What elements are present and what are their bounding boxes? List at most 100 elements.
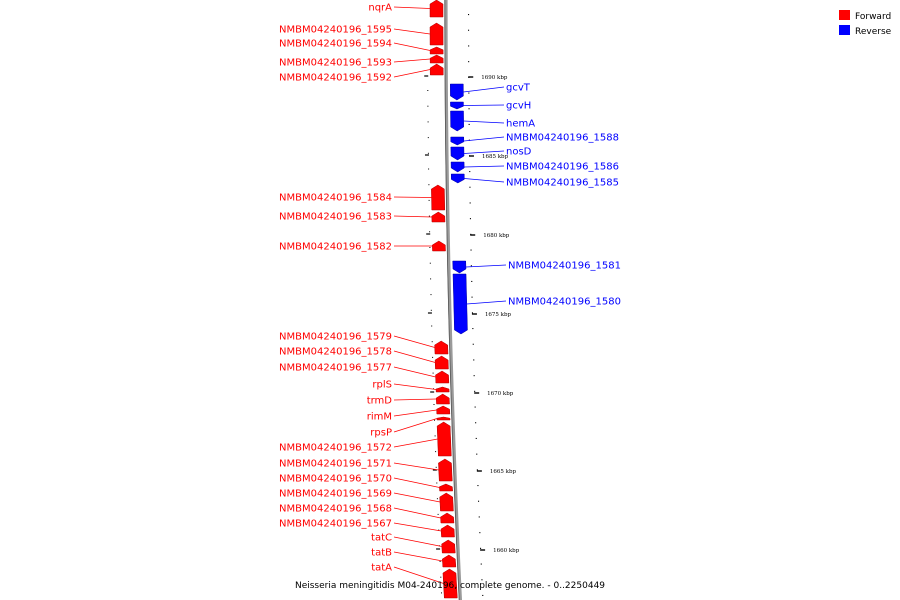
scale-dot <box>468 108 470 110</box>
scale-dot <box>434 435 436 437</box>
scale-dot <box>469 202 471 204</box>
scale-dot <box>476 453 478 455</box>
scale-dot <box>472 343 474 345</box>
legend-reverse-swatch <box>839 25 850 35</box>
legend-forward-label: Forward <box>855 12 891 22</box>
reverse-gene-label: NMBM04240196_1588 <box>506 133 619 144</box>
scale-dot <box>471 280 473 282</box>
map-caption: Neisseria meningitidis M04-240196, compl… <box>295 581 605 591</box>
forward-gene-label: NMBM04240196_1572 <box>279 443 392 454</box>
reverse-gene-block <box>450 136 465 146</box>
reverse-gene-label: NMBM04240196_1581 <box>508 261 621 272</box>
legend: Forward Reverse <box>839 10 892 37</box>
scale-dot <box>471 312 473 314</box>
forward-leader-line <box>393 42 431 51</box>
reverse-gene-label: nosD <box>506 147 532 158</box>
forward-gene-label: nqrA <box>368 3 392 14</box>
forward-gene-block <box>440 524 455 538</box>
forward-gene-label: tatC <box>371 533 392 544</box>
scale-dot <box>481 579 483 581</box>
scale-dot <box>471 296 473 298</box>
reverse-leader-line <box>463 120 505 124</box>
scale-dot <box>429 262 431 264</box>
forward-leader-line <box>393 58 431 63</box>
scale-dot <box>430 278 432 280</box>
forward-gene-block <box>435 386 450 393</box>
forward-leader-line <box>393 551 443 562</box>
scale-dot <box>434 419 435 421</box>
scale-dot <box>430 309 432 311</box>
scale-dot <box>436 498 438 500</box>
scale-dot <box>468 14 470 16</box>
forward-leader-line <box>393 383 437 390</box>
scale-dot <box>441 592 442 594</box>
reverse-gene-label: NMBM04240196_1585 <box>506 178 619 189</box>
genome-backbone <box>444 0 463 600</box>
scale-dot <box>437 513 439 515</box>
scale-dot <box>478 516 480 518</box>
scale-dot <box>468 45 470 47</box>
forward-gene-block <box>441 539 456 554</box>
scale-dot <box>468 61 470 63</box>
scale-dot <box>428 215 430 217</box>
forward-gene-label: NMBM04240196_1569 <box>279 489 392 500</box>
forward-gene-label: NMBM04240196_1584 <box>279 193 392 204</box>
scale-dot <box>474 406 476 408</box>
scale-dot <box>475 422 477 424</box>
forward-gene-block <box>429 54 444 64</box>
forward-gene-label: tatB <box>371 548 392 559</box>
tick-label: 1690 kbp <box>481 75 508 81</box>
tick-label: 1660 kbp <box>493 548 520 554</box>
forward-gene-block <box>436 405 451 415</box>
forward-gene-block <box>436 421 452 457</box>
forward-gene-label: tatA <box>371 563 392 574</box>
scale-dot <box>476 469 478 471</box>
scale-dot <box>436 482 438 484</box>
forward-leader-line <box>393 350 436 363</box>
scale-dot <box>440 576 442 578</box>
scale-dot <box>435 466 437 468</box>
forward-gene-label: NMBM04240196_1592 <box>279 73 392 84</box>
scale-dot <box>431 341 433 343</box>
forward-gene-block <box>429 22 444 46</box>
reverse-gene-label: hemA <box>506 119 535 130</box>
forward-leader-line <box>393 335 435 348</box>
scale-dot <box>473 375 475 377</box>
reverse-leader-line <box>463 136 505 142</box>
forward-gene-label: NMBM04240196_1570 <box>279 474 392 485</box>
forward-leader-line <box>393 536 443 547</box>
scale-dot <box>469 218 471 220</box>
reverse-leader-line <box>464 165 505 168</box>
tick-label: 1675 kbp <box>485 312 512 318</box>
forward-gene-label: NMBM04240196_1579 <box>279 332 392 343</box>
scale-dot <box>428 184 430 186</box>
scale-dot <box>429 231 431 233</box>
forward-leader-line <box>393 566 444 584</box>
forward-gene-block <box>432 240 446 252</box>
forward-gene-block <box>442 568 458 599</box>
scale-dot <box>469 171 471 173</box>
forward-gene-label: NMBM04240196_1578 <box>279 347 392 358</box>
forward-leader-line <box>393 196 432 198</box>
reverse-gene-label: gcvT <box>506 83 531 94</box>
reverse-gene-block <box>450 146 465 161</box>
forward-gene-block <box>434 340 449 355</box>
forward-gene-label: NMBM04240196_1593 <box>279 58 392 69</box>
reverse-leader-line <box>463 150 505 154</box>
forward-gene-block <box>438 458 453 482</box>
forward-leader-line <box>393 6 431 9</box>
forward-gene-block <box>429 63 444 76</box>
reverse-gene-block <box>452 260 467 274</box>
reverse-leader-line <box>463 86 505 93</box>
reverse-leader-line <box>466 300 507 305</box>
scale-dot <box>480 547 482 549</box>
scale-dot <box>439 561 441 562</box>
forward-gene-label: NMBM04240196_1582 <box>279 242 392 253</box>
forward-gene-label: rimM <box>367 412 392 423</box>
scale-dot <box>432 372 434 374</box>
forward-gene-block <box>431 184 446 211</box>
forward-gene-block <box>435 393 450 405</box>
scale-dot <box>431 325 433 327</box>
reverse-gene-label: NMBM04240196_1580 <box>508 297 621 308</box>
forward-leader-line <box>393 409 437 417</box>
